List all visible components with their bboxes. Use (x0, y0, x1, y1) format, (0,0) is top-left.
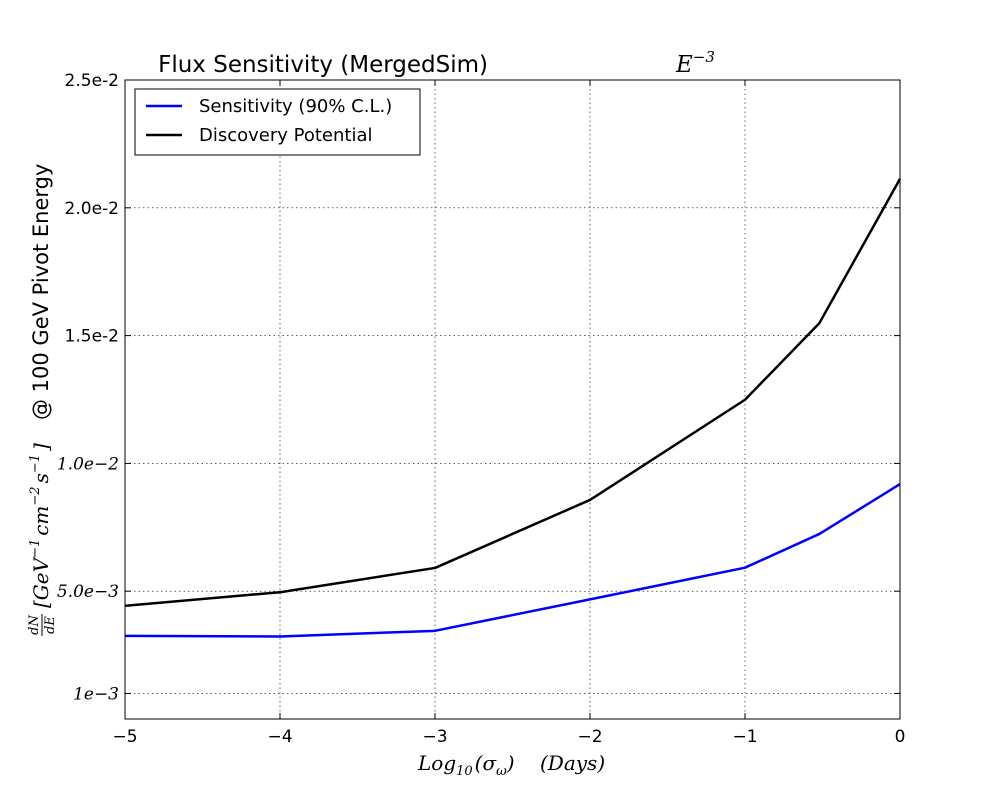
chart-title-math: E−3 (675, 48, 715, 78)
y-axis-label: dN dE [GeV−1cm−2s−1] @ 100 GeV Pivot Ene… (27, 164, 58, 636)
x-tick-label: −1 (732, 727, 757, 747)
y-tick-label: 1.5e-2 (65, 327, 119, 347)
plot-frame (124, 79, 901, 720)
legend-box (134, 88, 421, 156)
y-tick-label: 2.0e-2 (65, 199, 119, 219)
legend-label-discovery: Discovery Potential (199, 125, 373, 146)
legend: Sensitivity (90% C.L.) Discovery Potenti… (134, 88, 421, 156)
svg-text:@ 100 GeV Pivot Energy: @ 100 GeV Pivot Energy (29, 164, 53, 420)
svg-text:(Days): (Days) (540, 751, 605, 775)
y-tick-label: 1.0e−2 (57, 454, 119, 474)
axis-ticks: −5 −4 −3 −2 −1 0 1e−3 5.0e−3 1.0e−2 1.5e-2 2.0e-2 2… (57, 71, 906, 747)
x-tick-label: −5 (112, 727, 137, 747)
x-tick-label: −3 (422, 727, 447, 747)
svg-text:[GeV−1cm−2s−1]: [GeV−1cm−2s−1] (28, 443, 53, 608)
svg-text:dN: dN (27, 615, 42, 635)
plot-area (125, 80, 900, 719)
x-tick-label: −4 (267, 727, 292, 747)
y-tick-label: 1e−3 (73, 684, 119, 704)
series-lines (124, 178, 902, 638)
x-axis-label: Log10 (σω) (Days) (417, 751, 605, 779)
svg-text:dE: dE (43, 616, 58, 634)
x-tick-label: −2 (577, 727, 602, 747)
chart-title: Flux Sensitivity (MergedSim) (158, 52, 488, 78)
x-tick-label: 0 (895, 727, 906, 747)
y-tick-label: 5.0e−3 (57, 582, 119, 602)
svg-text:Log10(σω): Log10 (σω) (417, 751, 515, 779)
y-tick-label: 2.5e-2 (65, 71, 119, 91)
legend-label-sensitivity: Sensitivity (90% C.L.) (199, 96, 392, 117)
